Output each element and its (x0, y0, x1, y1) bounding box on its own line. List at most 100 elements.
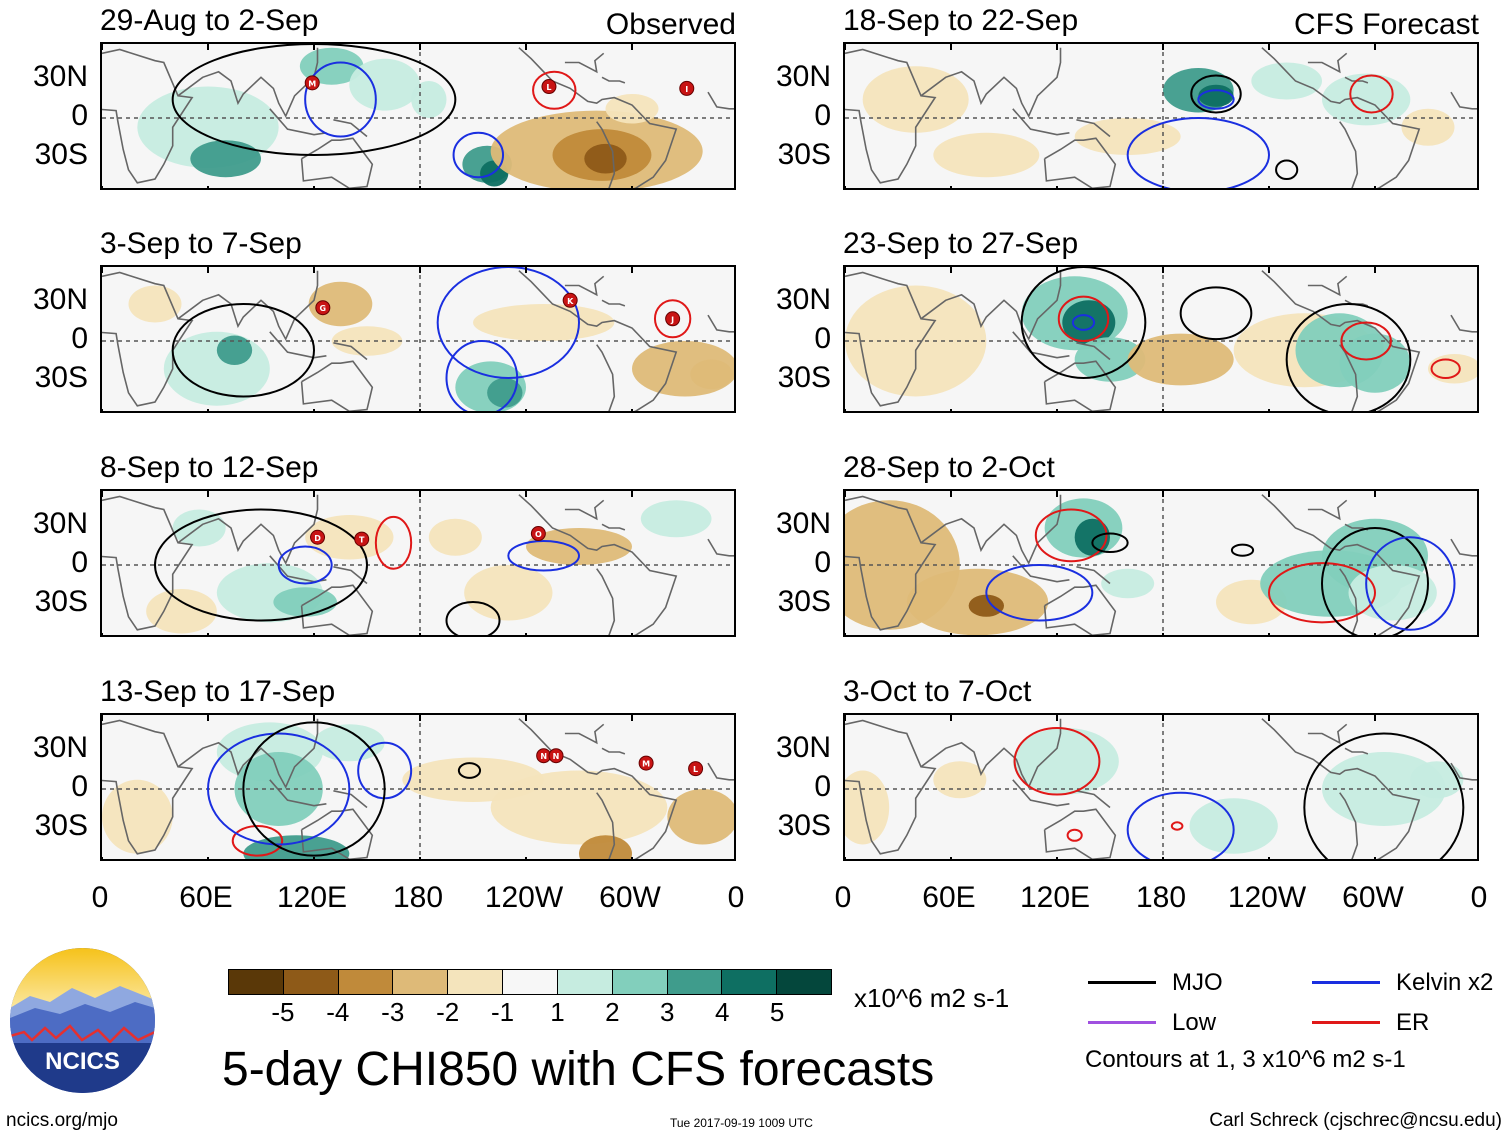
legend-swatch (1312, 1021, 1380, 1024)
lon-tick-label: 180 (1135, 881, 1187, 914)
coastline (845, 719, 937, 855)
timestamp: Tue 2017-09-19 1009 UTC (670, 1116, 813, 1130)
anomaly-patch (933, 132, 1040, 178)
map-svg (845, 715, 1477, 859)
colorbar-tick-label: -1 (490, 997, 515, 1027)
wave-contour (507, 539, 580, 572)
panel-title: 13-Sep to 17-Sep (100, 675, 336, 708)
anomaly-patch (1074, 518, 1110, 556)
coastline (518, 494, 678, 635)
wave-contour (1268, 562, 1376, 624)
coastline (518, 47, 678, 188)
coastline (564, 723, 605, 745)
anomaly-patch (667, 789, 734, 845)
legend-label: Low (1172, 1009, 1217, 1036)
panel-title: 29-Aug to 2-Sep (100, 4, 319, 37)
lon-tick-label: 120E (276, 881, 348, 914)
anomaly-patch (1322, 73, 1411, 126)
colorbar-swatch (229, 970, 284, 994)
observed-map-panel: G K J (100, 265, 736, 413)
lat-tick-label: 0 (71, 546, 88, 579)
coastline (845, 48, 937, 184)
legend-swatch (1312, 981, 1380, 984)
coastline (1450, 91, 1477, 110)
wave-contour (1285, 303, 1412, 411)
forecast-map-panel (843, 265, 1479, 413)
wave-contour (1197, 89, 1235, 110)
panel-title: 3-Oct to 7-Oct (843, 675, 1032, 708)
lat-tick-label: 30N (775, 60, 831, 94)
lat-tick-label: 30S (34, 584, 88, 618)
anomaly-patch (102, 779, 173, 854)
wave-contour (242, 721, 386, 857)
wave-contour (1126, 117, 1270, 188)
lat-tick-label: 30N (775, 283, 831, 317)
coastline (1043, 360, 1117, 411)
storm-code: G (320, 304, 327, 313)
coastline (333, 342, 368, 361)
storm-marker: T (354, 531, 370, 547)
anomaly-patch (464, 565, 553, 621)
site-link[interactable]: ncics.org/mjo (6, 1110, 118, 1131)
coastline (333, 790, 368, 809)
coastline (102, 719, 194, 855)
anomaly-patch (473, 304, 615, 341)
colorbar-tick-label: 5 (769, 997, 785, 1027)
coastline (1450, 314, 1477, 333)
lat-tick-label: 30N (775, 731, 831, 765)
anomaly-patch (314, 724, 385, 762)
storm-marker: N (536, 748, 552, 764)
lat-tick-label: 0 (814, 770, 831, 803)
lon-tick-label: 120W (1227, 881, 1307, 914)
wave-contour (1303, 732, 1465, 859)
wave-contour (1066, 828, 1083, 842)
wave-contour (1170, 821, 1184, 831)
anomaly-patch (1101, 568, 1155, 599)
coastline (1043, 137, 1117, 188)
storm-marker: M (638, 755, 654, 771)
wave-contour (1430, 358, 1461, 379)
lat-tick-label: 0 (814, 546, 831, 579)
colorbar-swatch (557, 970, 613, 994)
wave-contour (1057, 295, 1110, 342)
storm-marker: K (562, 292, 578, 308)
wave-contour (277, 545, 333, 585)
storm-marker: M (304, 75, 320, 91)
anomaly-patch (190, 140, 261, 178)
wave-contour (374, 515, 413, 570)
wave-contour (1034, 508, 1108, 563)
lat-tick-label: 30S (34, 137, 88, 171)
coastline (564, 275, 605, 297)
coastline (1043, 808, 1117, 859)
wave-contour (154, 508, 368, 622)
wave-contour (304, 61, 377, 138)
lat-tick-label: 30N (32, 731, 88, 765)
storm-code: T (359, 536, 365, 545)
coastline (601, 747, 626, 755)
colorbar-swatch (777, 970, 831, 994)
lon-tick-label: 60W (1342, 881, 1404, 914)
coastline (707, 91, 734, 110)
coastline (707, 314, 734, 333)
coastline (1012, 779, 1070, 807)
anomaly-patch (273, 587, 337, 617)
anomaly-patch (146, 589, 217, 634)
storm-marker: O (530, 526, 546, 542)
coastline (300, 584, 374, 635)
storm-code: I (685, 85, 688, 94)
anomaly-patch (490, 770, 668, 845)
storm-code: J (670, 315, 674, 324)
coastline (1307, 275, 1348, 297)
coastline (269, 331, 327, 359)
forecast-map-panel (843, 713, 1479, 861)
wave-contour (1013, 726, 1101, 796)
storm-marker: D (310, 529, 326, 545)
anomaly-patch (605, 93, 659, 124)
coastline (300, 360, 374, 411)
anomaly-patch (243, 835, 350, 859)
storm-code: L (546, 83, 551, 92)
map-svg: D TO (102, 491, 734, 635)
